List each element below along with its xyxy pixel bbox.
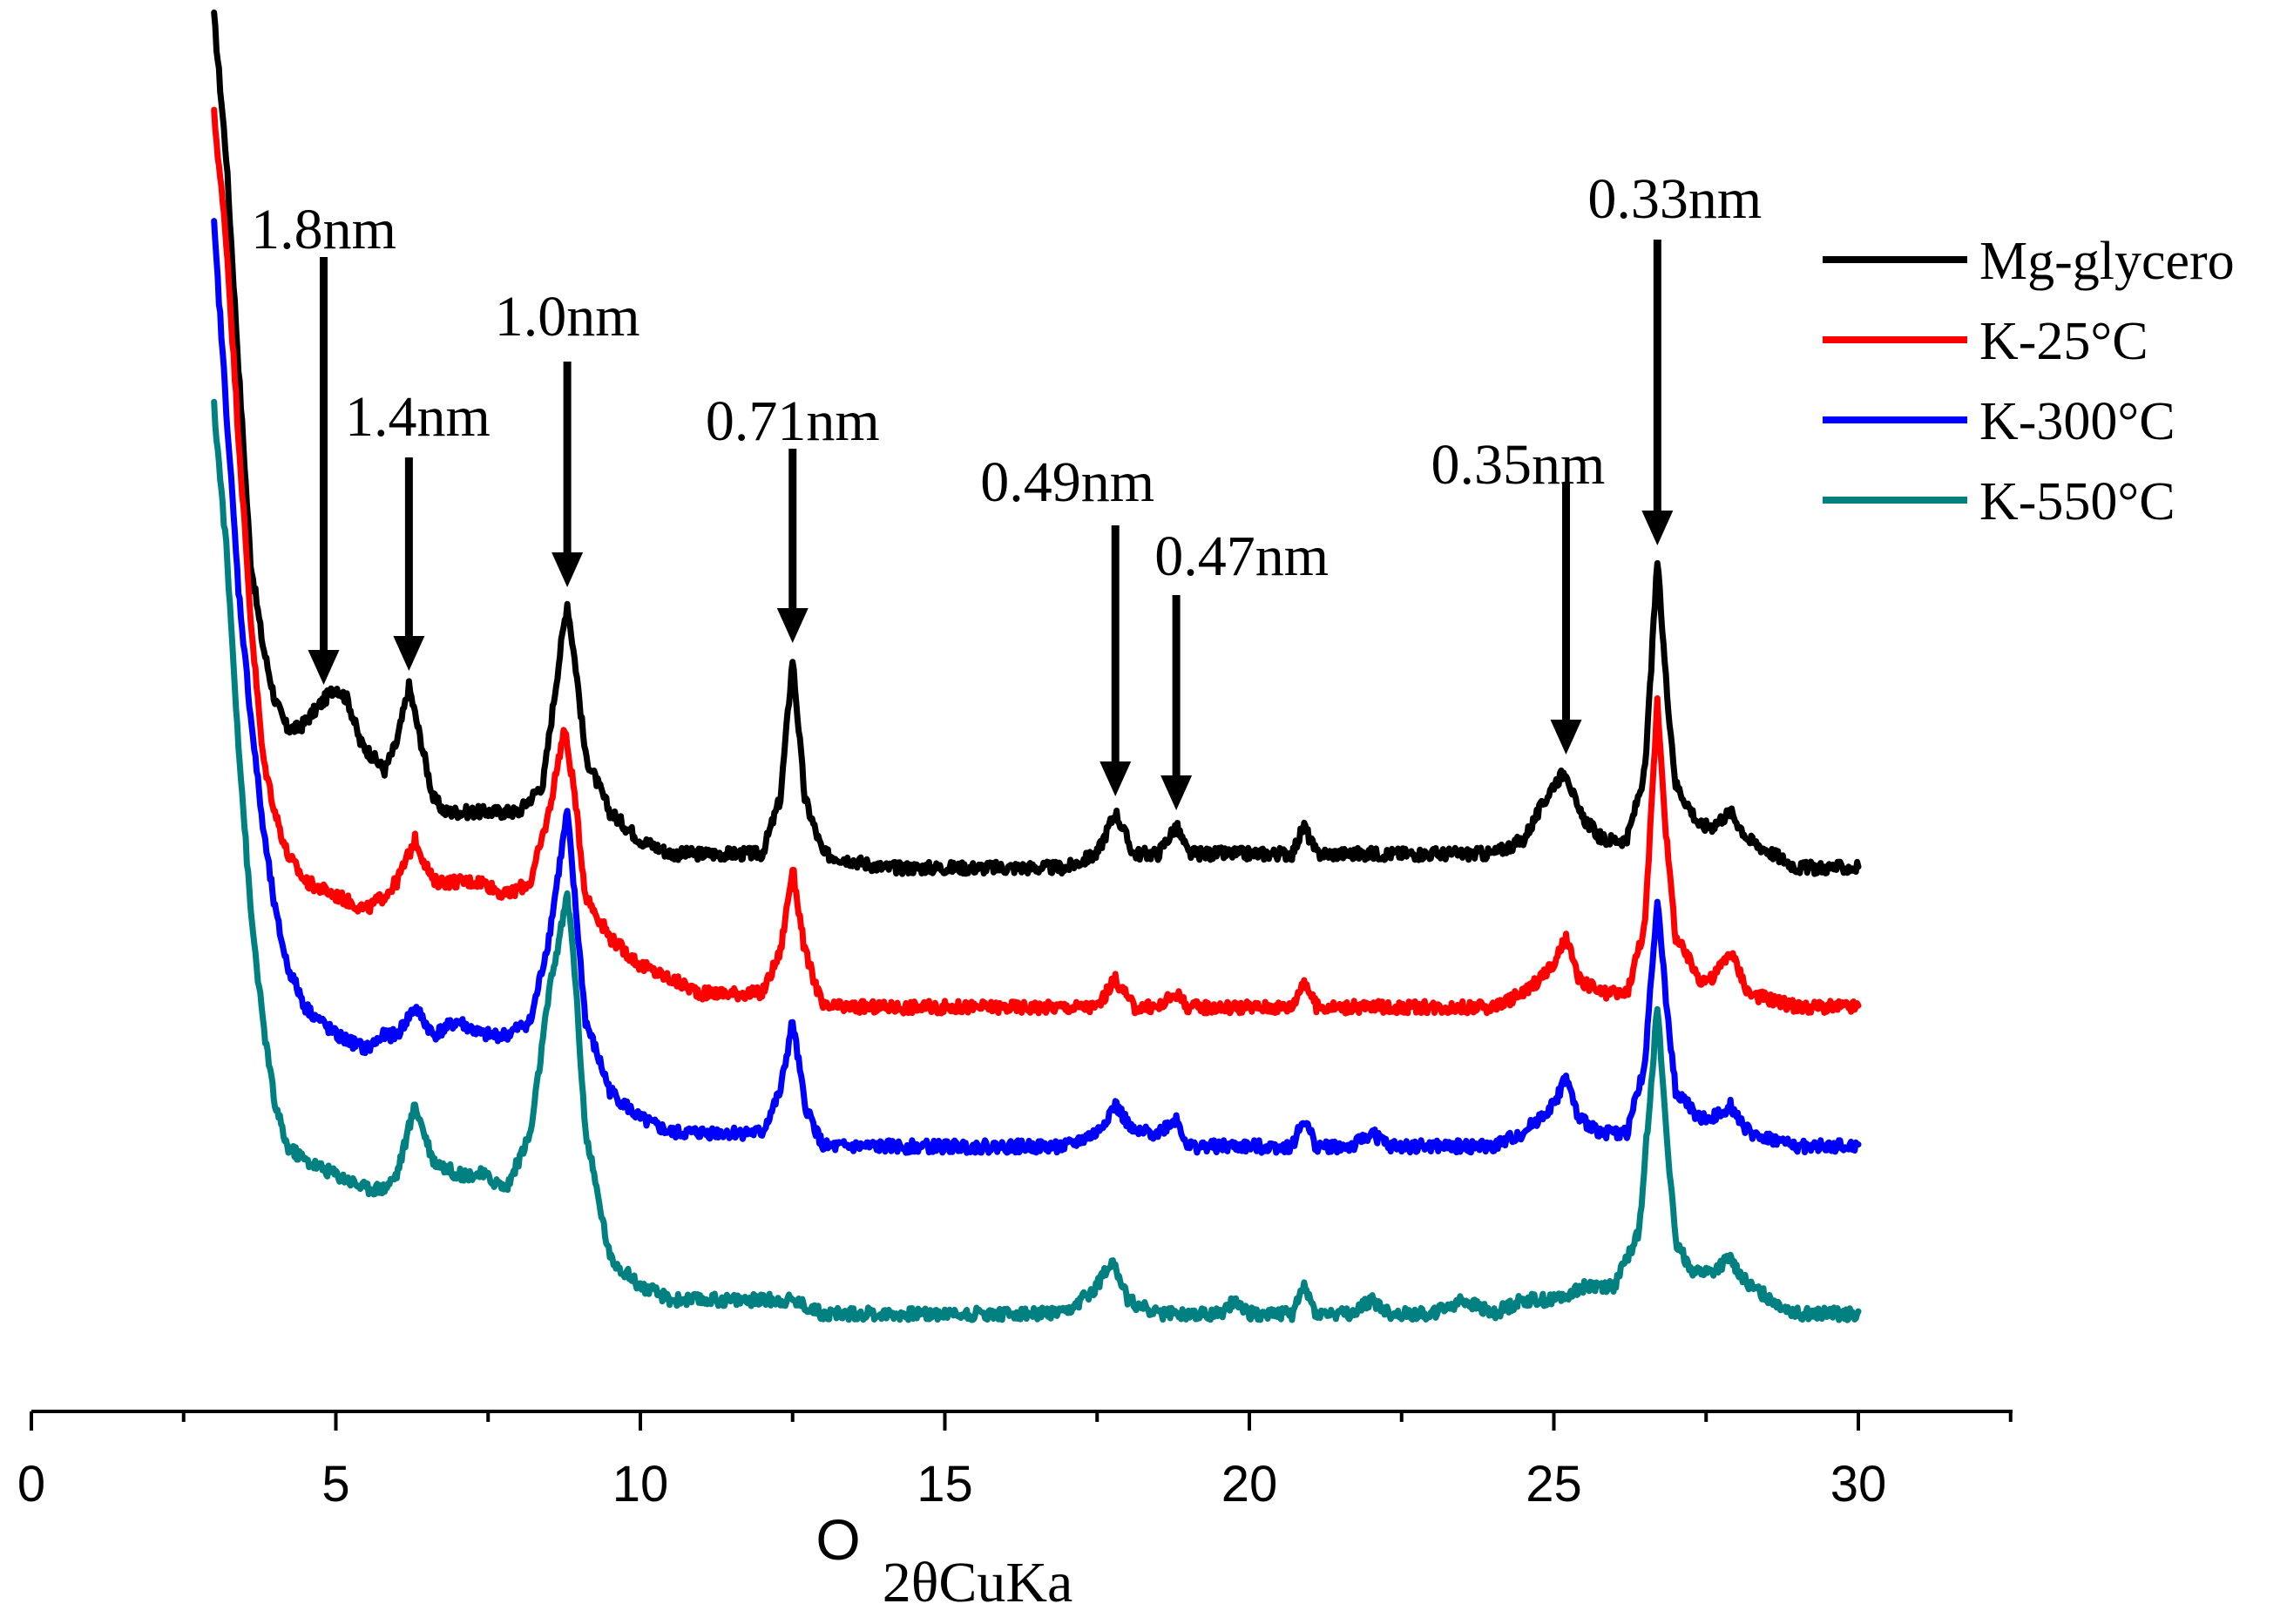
annotation-arrow-head <box>1160 775 1193 810</box>
annotation-arrow-head <box>1100 761 1132 796</box>
legend-label: K-300°C <box>1979 392 2175 451</box>
x-tick-label: 10 <box>612 1456 669 1512</box>
series-layer <box>211 9 1862 1323</box>
x-axis-label-symbol: O <box>815 1507 860 1572</box>
annotation-arrow-head <box>1641 511 1674 545</box>
x-tick-label: 0 <box>17 1456 45 1512</box>
x-tick-label: 30 <box>1830 1456 1887 1512</box>
x-axis-label: O 2θCuKa <box>815 1507 1072 1614</box>
annotation-arrow-head <box>308 650 340 685</box>
x-tick-label: 5 <box>321 1456 349 1512</box>
annotation-label: 0.49nm <box>980 450 1154 514</box>
x-axis-label-text: 2θCuKa <box>883 1551 1073 1614</box>
annotation-label: 0.33nm <box>1587 167 1762 231</box>
series-line-0 <box>211 9 1862 877</box>
annotation-label: 1.8nm <box>251 198 396 261</box>
annotation-label: 1.0nm <box>495 285 640 348</box>
x-axis: 0 5 10 15 20 25 30 <box>17 1410 2013 1512</box>
annotation-label: 0.35nm <box>1431 433 1606 497</box>
x-tick-label: 20 <box>1221 1456 1278 1512</box>
legend-label: K-550°C <box>1979 472 2175 531</box>
series-line-1 <box>211 106 1862 1017</box>
annotation-arrow-head <box>551 552 584 587</box>
annotation-label: 0.71nm <box>706 389 880 453</box>
x-tick-label: 15 <box>917 1456 973 1512</box>
annotation-label: 1.4nm <box>345 385 491 449</box>
legend-label: K-25°C <box>1979 312 2148 371</box>
annotation-arrow-head <box>1550 720 1582 754</box>
series-line-2 <box>211 218 1862 1156</box>
x-tick-label: 25 <box>1526 1456 1582 1512</box>
series-line-3 <box>211 398 1862 1323</box>
legend-label: Mg-glycero <box>1979 232 2235 291</box>
annotation-label: 0.47nm <box>1154 524 1329 588</box>
legend: Mg-glycero K-25°C K-300°C K-550°C <box>1823 232 2235 531</box>
annotation-arrow-head <box>393 636 425 671</box>
annotation-arrow-head <box>776 608 809 643</box>
